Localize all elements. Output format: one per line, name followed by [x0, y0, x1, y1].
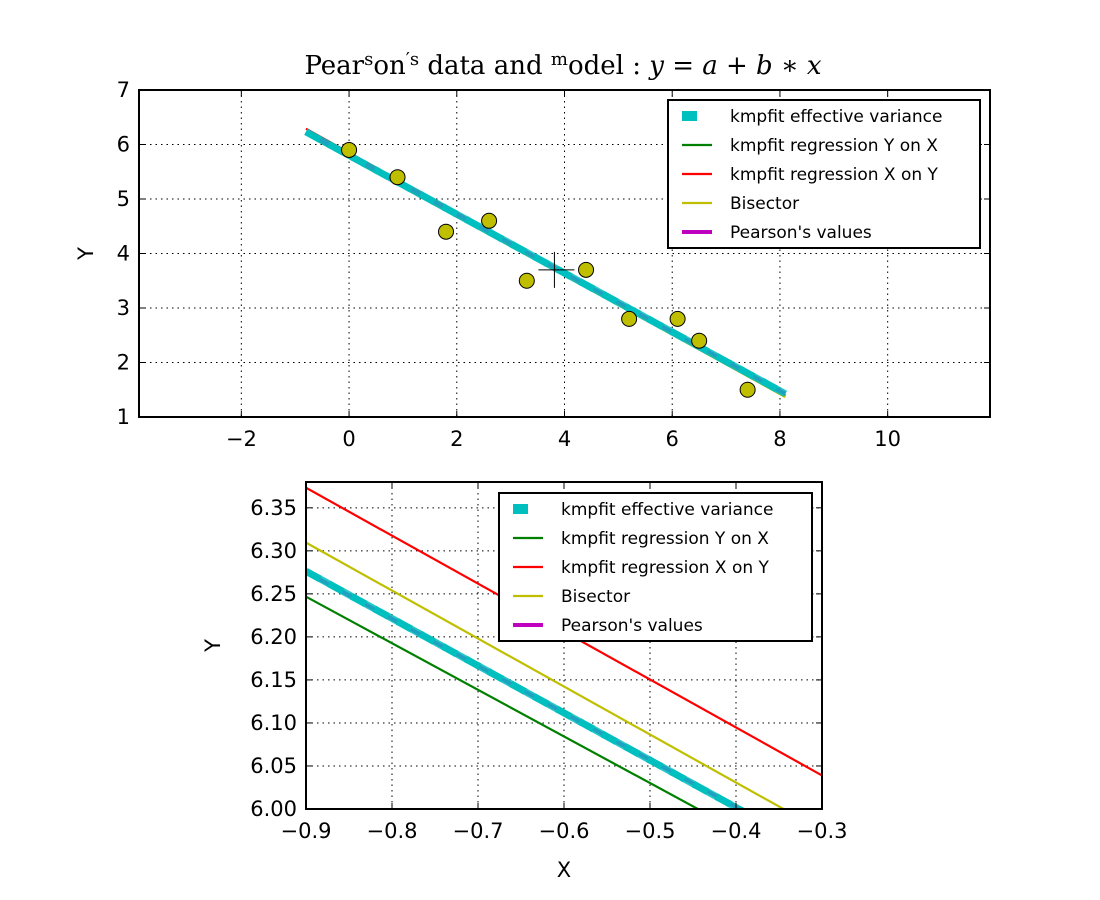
- legend-label: kmpfit regression X on Y: [730, 165, 939, 185]
- series-line-bisector: [306, 541, 786, 809]
- y-tick-label: 2: [117, 351, 130, 375]
- x-tick-label: −0.9: [281, 819, 332, 843]
- bottom-plot: −0.9 −0.8 −0.7 −0.6 −0.5 −0.4 −0.3 6.00 6.05 6.10…: [201, 481, 848, 882]
- title-math: y = a + b ∗ x: [648, 51, 822, 81]
- x-tick-label: 10: [874, 427, 901, 451]
- x-tick-label: 0: [342, 427, 355, 451]
- legend-label: kmpfit regression Y on X: [730, 136, 938, 156]
- x-tick-label: −0.8: [367, 819, 418, 843]
- y-tick-label: 6.10: [250, 711, 297, 735]
- x-axis-label: X: [557, 858, 571, 882]
- legend-label: kmpfit effective variance: [730, 107, 942, 127]
- legend-swatch: [682, 111, 697, 121]
- y-axis-label: Y: [201, 639, 225, 653]
- y-axis-label: Y: [74, 247, 98, 261]
- title-sup-1: s: [364, 49, 373, 70]
- legend-frame-0: [667, 99, 981, 249]
- data-point: [341, 141, 358, 158]
- data-point: [438, 223, 455, 240]
- legend-label: kmpfit regression Y on X: [561, 529, 769, 549]
- y-tick-label: 6.25: [250, 582, 297, 606]
- y-tick-label: 6.00: [250, 797, 297, 821]
- title-sup-3: m: [551, 49, 568, 70]
- x-tick-label: −0.6: [539, 819, 590, 843]
- figure-title: Pearson′s data and model : y = a + b ∗ x: [304, 49, 821, 81]
- x-tick-label: 6: [666, 427, 679, 451]
- y-tick-label: 6.15: [250, 668, 297, 692]
- legend-label: kmpfit effective variance: [561, 500, 773, 520]
- title-part-1: Pear: [304, 51, 364, 81]
- x-tick-label: 2: [450, 427, 463, 451]
- legend-label: Pearson's values: [730, 223, 872, 243]
- y-tick-label: 6: [117, 133, 130, 157]
- y-tick-label: 6.30: [250, 539, 297, 563]
- legend-label: Pearson's values: [561, 616, 703, 636]
- y-tick-label: 6.35: [250, 496, 297, 520]
- series-line-kmpfit-effective-variance: [306, 568, 747, 809]
- data-point: [691, 332, 708, 349]
- y-tick-label: 6.05: [250, 754, 297, 778]
- y-tick-label: 3: [117, 296, 130, 320]
- title-part-3: data and: [419, 51, 551, 81]
- x-tick-label: −0.5: [625, 819, 676, 843]
- data-point: [481, 212, 498, 229]
- legend-frame-1: [498, 492, 813, 642]
- x-tick-label: −2: [226, 427, 257, 451]
- x-tick-label: −0.4: [711, 819, 762, 843]
- y-tick-label: 6.20: [250, 625, 297, 649]
- title-part-2: on: [373, 51, 406, 81]
- series-line-kmpfit-regression-y-on-x: [306, 595, 701, 809]
- y-tick-label: 1: [117, 405, 130, 429]
- y-tick-label: 5: [117, 187, 130, 211]
- data-point: [669, 310, 686, 327]
- data-point: [621, 310, 638, 327]
- data-point: [518, 272, 535, 289]
- series-line-effective-variance-dash: [304, 128, 788, 397]
- legend-label: Bisector: [730, 194, 799, 214]
- data-point: [578, 261, 595, 278]
- x-tick-label: 8: [773, 427, 786, 451]
- title-part-4: odel :: [568, 51, 649, 81]
- legend-label: kmpfit regression X on Y: [561, 558, 770, 578]
- title-sup-2: ′s: [406, 49, 419, 70]
- y-tick-label: 4: [117, 242, 130, 266]
- data-point: [739, 381, 756, 398]
- y-tick-label: 7: [117, 78, 130, 102]
- series-lines-0: [304, 127, 788, 399]
- x-tick-label: 4: [558, 427, 571, 451]
- legend-0: kmpfit effective variance kmpfit regressi…: [667, 99, 981, 249]
- legend-swatch: [513, 504, 528, 514]
- legend-1: kmpfit effective variance kmpfit regressi…: [498, 492, 813, 642]
- x-tick-label: −0.3: [797, 819, 848, 843]
- data-point: [389, 169, 406, 186]
- legend-label: Bisector: [561, 587, 630, 607]
- x-tick-label: −0.7: [453, 819, 504, 843]
